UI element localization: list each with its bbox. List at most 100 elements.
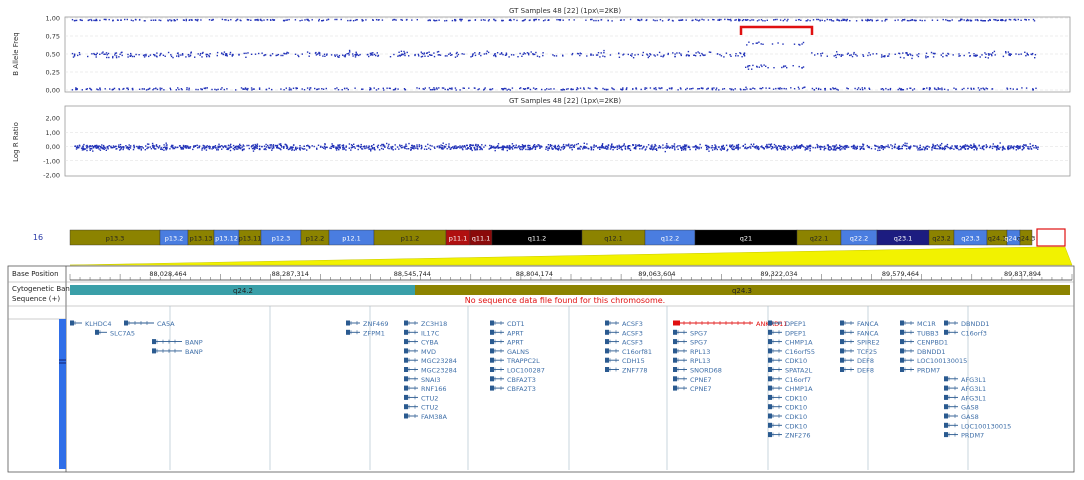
- gene-label[interactable]: C16orf7: [785, 376, 811, 384]
- gene-label[interactable]: FANCA: [857, 320, 879, 328]
- gene-label[interactable]: IL17C: [421, 329, 440, 337]
- baf-point: [120, 19, 122, 21]
- gene-label[interactable]: CENPBD1: [917, 339, 948, 347]
- gene-label[interactable]: FANCA: [857, 329, 879, 337]
- gene-label[interactable]: ZNF469: [363, 320, 388, 328]
- gene-label[interactable]: DEF8: [857, 367, 874, 375]
- lrr-plot[interactable]: GT Samples 48 [22] (1px\=2KB) Log R Rati…: [12, 97, 1071, 180]
- lrr-point: [637, 144, 640, 146]
- gene-label[interactable]: SNORD68: [690, 367, 722, 375]
- gene-label[interactable]: BANP: [185, 339, 203, 347]
- gene-label[interactable]: CHMP1A: [785, 385, 813, 393]
- ideogram-selection[interactable]: [1036, 228, 1066, 247]
- gene-label[interactable]: C16orf3: [961, 329, 987, 337]
- gene-label[interactable]: APRT: [507, 329, 523, 337]
- gene-label[interactable]: AFG3L1: [961, 376, 986, 384]
- baf-point: [762, 87, 764, 89]
- gene-label[interactable]: CDK10: [785, 404, 807, 412]
- gene-label[interactable]: CPNE7: [690, 376, 712, 384]
- chromosome-ideogram[interactable]: 16 p13.3 p13.2 p13.13 p13.12 p13.11 p12.3 p12.…: [33, 228, 1073, 266]
- baf-point: [652, 19, 655, 21]
- baf-point: [570, 88, 572, 91]
- gene-label[interactable]: SPG7: [690, 339, 707, 347]
- baf-point: [397, 55, 399, 57]
- gene-label[interactable]: CYBA: [421, 339, 439, 347]
- ideogram-band-label: q11.2: [528, 235, 547, 243]
- gene-label[interactable]: LOC100130015: [917, 357, 967, 365]
- gene-label[interactable]: DPEP1: [785, 329, 806, 337]
- baf-point: [542, 20, 545, 22]
- gene-label[interactable]: CDK10: [785, 422, 807, 430]
- gene-label[interactable]: KLHDC4: [85, 320, 111, 328]
- gene-label[interactable]: TUBB3: [916, 329, 939, 337]
- baf-point: [716, 53, 719, 55]
- gene-label[interactable]: AFG3L1: [961, 385, 986, 393]
- baf-point: [301, 88, 303, 90]
- lrr-point: [931, 149, 933, 151]
- gene-label[interactable]: C16orf81: [622, 348, 652, 356]
- gene-label[interactable]: GALNS: [507, 348, 529, 356]
- gene-label[interactable]: RPL13: [690, 348, 710, 356]
- gene-label[interactable]: SPIRE2: [857, 339, 880, 347]
- gene-label[interactable]: CTU2: [421, 394, 438, 402]
- gene-label[interactable]: CBFA2T3: [507, 385, 536, 393]
- gene-label[interactable]: LOC100287: [507, 367, 545, 375]
- gene-label[interactable]: PRDM7: [917, 367, 940, 375]
- gene-label[interactable]: MGC23284: [421, 367, 457, 375]
- gene-label[interactable]: CHMP1A: [785, 339, 813, 347]
- baf-point: [579, 52, 581, 54]
- gene-label[interactable]: CDK10: [785, 394, 807, 402]
- ideogram-band[interactable]: [1019, 229, 1033, 246]
- gene-label[interactable]: C16orf55: [785, 348, 815, 356]
- gene-label[interactable]: ZFPM1: [363, 329, 385, 337]
- gene-label[interactable]: FAM38A: [421, 413, 447, 421]
- lrr-point: [964, 144, 967, 146]
- gene-label[interactable]: DBNDD1: [917, 348, 945, 356]
- gene-label[interactable]: MGC23284: [421, 357, 457, 365]
- gene-label[interactable]: LOC100130015: [961, 422, 1011, 430]
- gene-label[interactable]: CA5A: [157, 320, 175, 328]
- gene-label[interactable]: ZNF276: [785, 432, 810, 440]
- lrr-point: [527, 145, 529, 147]
- baf-point: [221, 87, 223, 89]
- lrr-point: [254, 143, 256, 146]
- gene-label[interactable]: TRAPPC2L: [506, 357, 540, 365]
- lrr-point: [582, 148, 584, 150]
- gene-label[interactable]: RPL13: [690, 357, 710, 365]
- track-selection-strip[interactable]: [59, 319, 66, 469]
- gene-label[interactable]: ACSF3: [622, 329, 643, 337]
- gene-label[interactable]: AFG3L1: [961, 394, 986, 402]
- gene-label[interactable]: CTU2: [421, 404, 438, 412]
- gene-label[interactable]: DEF8: [857, 357, 874, 365]
- gene-label[interactable]: DPEP1: [785, 320, 806, 328]
- gene-label[interactable]: ACSF3: [622, 320, 643, 328]
- gene-label[interactable]: GAS8: [961, 413, 979, 421]
- gene-label[interactable]: APRT: [507, 339, 523, 347]
- gene-label[interactable]: CPNE7: [690, 385, 712, 393]
- gene-label[interactable]: MVD: [421, 348, 436, 356]
- gene-label[interactable]: ZNF778: [622, 367, 647, 375]
- baf-plot[interactable]: GT Samples 48 [22] (1px\=2KB) B Allele F…: [12, 7, 1071, 95]
- gene-label[interactable]: MC1R: [917, 320, 936, 328]
- gene-label[interactable]: CDT1: [507, 320, 525, 328]
- gene-label[interactable]: ZC3H18: [421, 320, 447, 328]
- gene-label[interactable]: RNF166: [421, 385, 447, 393]
- gene-label[interactable]: ACSF3: [622, 339, 643, 347]
- gene-label[interactable]: SPG7: [690, 329, 707, 337]
- gene-label[interactable]: SLC7A5: [110, 329, 135, 337]
- lrr-point: [571, 146, 573, 149]
- baf-point: [766, 19, 768, 21]
- gene-label[interactable]: DBNDD1: [961, 320, 989, 328]
- gene-label[interactable]: PRDM7: [961, 432, 984, 440]
- gene-label[interactable]: TCF25: [856, 348, 877, 356]
- gene-label[interactable]: GAS8: [961, 404, 979, 412]
- gene-label[interactable]: CDH15: [622, 357, 645, 365]
- baf-point: [868, 52, 870, 54]
- gene-label[interactable]: CDK10: [785, 413, 807, 421]
- gene-label[interactable]: CBFA2T3: [507, 376, 536, 384]
- lrr-point: [470, 148, 472, 150]
- gene-label[interactable]: SPATA2L: [785, 367, 813, 375]
- gene-label[interactable]: CDK10: [785, 357, 807, 365]
- gene-label[interactable]: SNAI3: [421, 376, 441, 384]
- gene-label[interactable]: BANP: [185, 348, 203, 356]
